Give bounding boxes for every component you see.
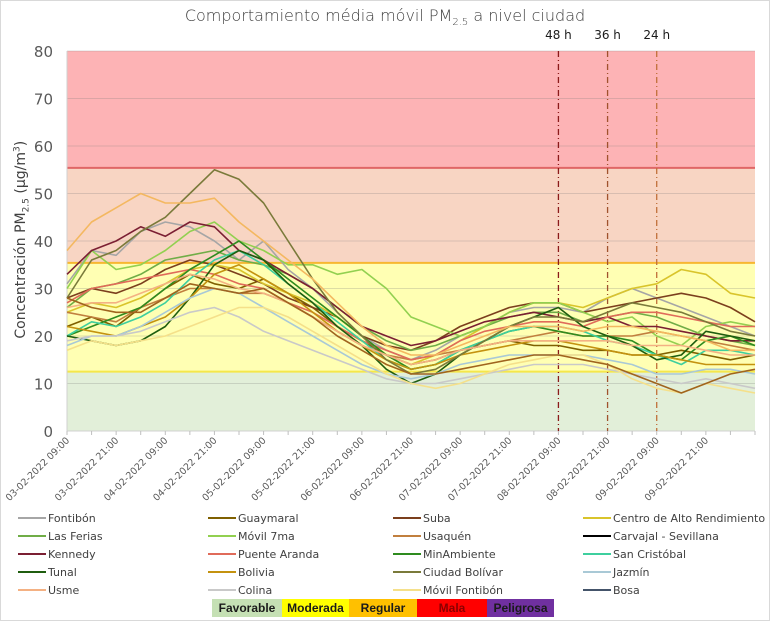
legend-label: Carvajal - Sevillana	[613, 529, 719, 543]
legend-swatch	[208, 517, 236, 519]
band-favorable	[67, 371, 755, 431]
legend-swatch	[208, 571, 236, 573]
legend-item: Kennedy	[18, 546, 96, 562]
band-mala	[67, 51, 755, 168]
y-tick-label: 60	[34, 138, 53, 156]
legend-item: Colina	[208, 582, 272, 598]
legend-swatch	[583, 589, 611, 591]
legend-item: Bosa	[583, 582, 640, 598]
legend-label: Usaquén	[423, 529, 472, 543]
legend-swatch	[583, 517, 611, 519]
legend-label: Colina	[238, 583, 273, 597]
y-tick-label: 50	[34, 186, 53, 204]
y-tick-label: 10	[34, 376, 53, 394]
legend-label: Bosa	[613, 583, 640, 597]
legend-item: Suba	[393, 510, 451, 526]
legend-item: Móvil 7ma	[208, 528, 295, 544]
legend-label: Bolivia	[238, 565, 275, 579]
series-line	[66, 273, 755, 366]
legend-item: Usaquén	[393, 528, 471, 544]
marker-label: 48 h	[545, 28, 572, 42]
legend-swatch	[393, 571, 421, 573]
legend-label: Guaymaral	[238, 511, 299, 525]
legend-label: Centro de Alto Rendimiento	[613, 511, 766, 525]
legend-swatch	[18, 589, 46, 591]
legend-item: Carvajal - Sevillana	[583, 528, 719, 544]
legend-item: Fontibón	[18, 510, 96, 526]
category-moderada: Moderada	[282, 599, 349, 617]
legend-label: Fontibón	[48, 511, 96, 525]
legend-item: Centro de Alto Rendimiento	[583, 510, 765, 526]
legend-swatch	[208, 589, 236, 591]
series-line	[66, 282, 756, 394]
legend-swatch	[18, 571, 46, 573]
legend-label: Jazmín	[613, 565, 650, 579]
legend-label: MinAmbiente	[423, 547, 496, 561]
legend-item: Guaymaral	[208, 510, 299, 526]
legend-swatch	[583, 535, 611, 537]
marker-label: 24 h	[643, 28, 670, 42]
legend-swatch	[208, 535, 236, 537]
legend-swatch	[583, 553, 611, 555]
y-tick-label: 30	[34, 281, 53, 299]
category-mala: Mala	[417, 599, 487, 617]
chart-title-main: Comportamiento média móvil PM	[184, 6, 453, 25]
legend-item: Tunal	[18, 564, 77, 580]
category-regular: Regular	[349, 599, 417, 617]
y-tick-label: 40	[34, 233, 53, 251]
series-line	[66, 192, 755, 356]
y-tick-label: 0	[43, 423, 53, 441]
legend-item: Las Ferias	[18, 528, 103, 544]
chart-title-sub: 2.5	[452, 17, 469, 29]
y-tick-label: 20	[34, 328, 53, 346]
legend-item: San Cristóbal	[583, 546, 686, 562]
chart-title-tail: a nivel ciudad	[468, 6, 586, 25]
category-peligrosa: Peligrosa	[487, 599, 554, 617]
legend-swatch	[208, 553, 236, 555]
series-line	[66, 287, 756, 380]
series-line	[66, 268, 755, 361]
legend-label: Móvil 7ma	[238, 529, 295, 543]
y-tick-label: 70	[34, 91, 53, 109]
y-tick-label: 80	[34, 43, 53, 61]
legend-item: Puente Aranda	[208, 546, 319, 562]
band-regular	[67, 167, 755, 263]
legend-item: Jazmín	[583, 564, 650, 580]
legend-item: Usme	[18, 582, 79, 598]
legend-swatch	[18, 535, 46, 537]
legend-item: Móvil Fontibón	[393, 582, 503, 598]
legend-item: Bolivia	[208, 564, 275, 580]
legend-label: Las Ferias	[48, 529, 103, 543]
category-favorable: Favorable	[212, 599, 282, 617]
legend-swatch	[393, 589, 421, 591]
legend-swatch	[393, 517, 421, 519]
legend-swatch	[18, 517, 46, 519]
series-line	[66, 249, 756, 352]
legend-label: Móvil Fontibón	[423, 583, 504, 597]
legend-item: MinAmbiente	[393, 546, 496, 562]
legend-label: Tunal	[48, 565, 77, 579]
legend-item: Ciudad Bolívar	[393, 564, 503, 580]
legend-swatch	[393, 553, 421, 555]
legend-label: San Cristóbal	[613, 547, 687, 561]
chart-title: Comportamiento média móvil PM2.5 a nivel…	[0, 6, 770, 28]
series-line	[66, 221, 756, 347]
legend-label: Ciudad Bolívar	[423, 565, 504, 579]
series-line	[66, 221, 755, 347]
legend-swatch	[18, 553, 46, 555]
marker-label: 36 h	[594, 28, 621, 42]
legend-swatch	[583, 571, 611, 573]
legend-label: Puente Aranda	[238, 547, 320, 561]
series-line	[66, 263, 755, 371]
air-quality-categories: Favorable Moderada Regular Mala Peligrosa	[212, 599, 554, 617]
legend-label: Usme	[48, 583, 80, 597]
legend-swatch	[393, 535, 421, 537]
legend-label: Kennedy	[48, 547, 96, 561]
series-line	[66, 306, 756, 394]
legend-label: Suba	[423, 511, 451, 525]
